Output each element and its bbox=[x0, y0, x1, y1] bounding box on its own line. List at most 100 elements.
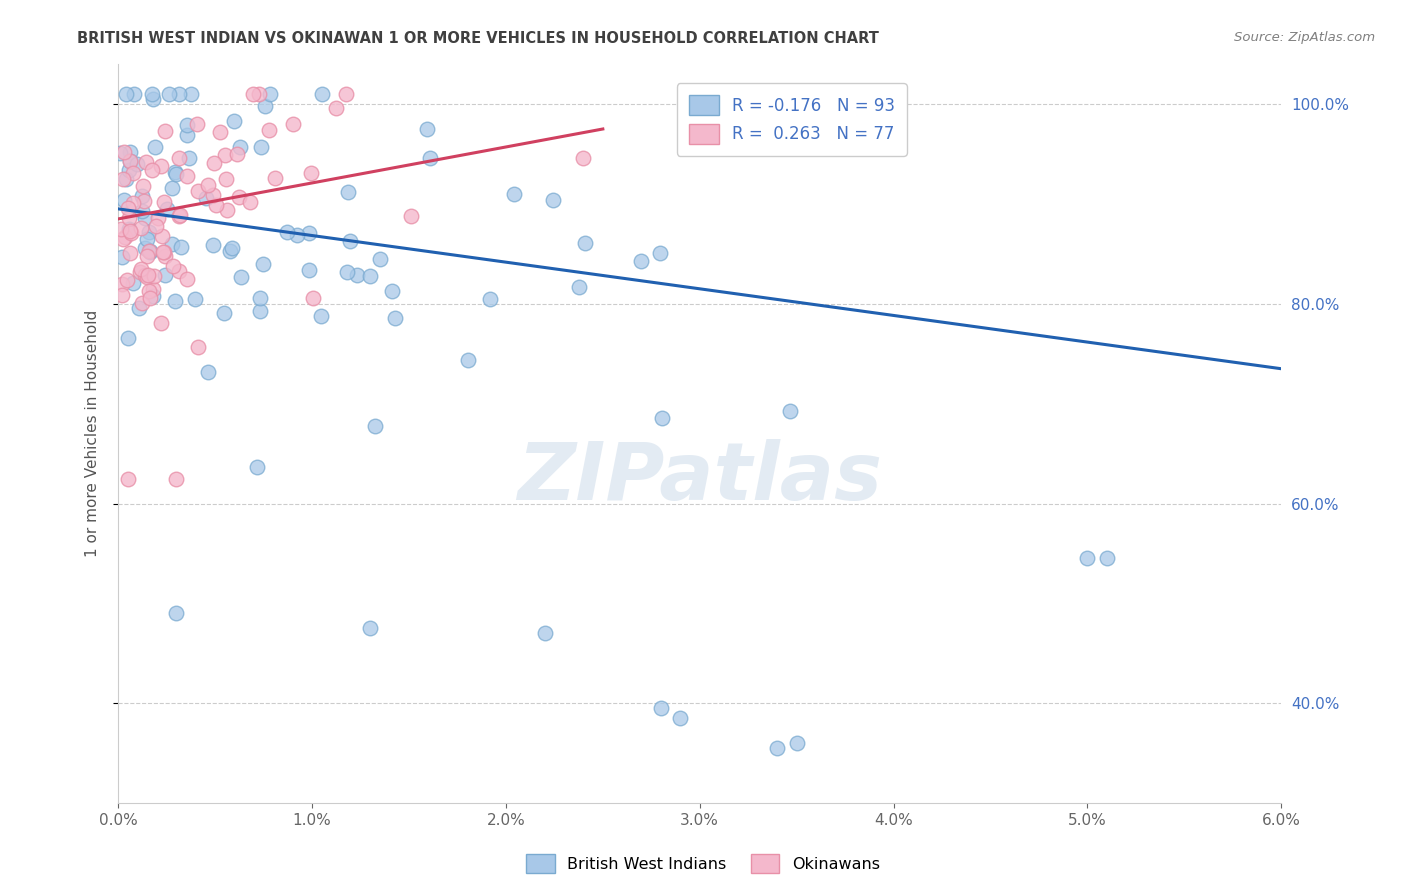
Point bbox=[202, 156, 225, 170]
Point bbox=[134, 268, 156, 283]
Point bbox=[247, 87, 270, 101]
Point bbox=[204, 198, 226, 212]
Point bbox=[142, 268, 165, 283]
Point bbox=[335, 87, 357, 101]
Point bbox=[136, 268, 159, 282]
Point bbox=[302, 291, 325, 305]
Point bbox=[183, 292, 205, 306]
Text: Source: ZipAtlas.com: Source: ZipAtlas.com bbox=[1234, 31, 1375, 45]
Text: ZIPatlas: ZIPatlas bbox=[517, 439, 882, 517]
Point bbox=[169, 239, 191, 253]
Point bbox=[117, 472, 139, 486]
Point bbox=[285, 228, 308, 243]
Point bbox=[177, 151, 200, 165]
Point bbox=[111, 288, 134, 302]
Point bbox=[325, 101, 347, 115]
Point bbox=[336, 185, 359, 199]
Point bbox=[141, 87, 163, 101]
Point bbox=[259, 122, 281, 136]
Point bbox=[229, 270, 252, 285]
Point bbox=[118, 211, 141, 225]
Point bbox=[134, 211, 156, 225]
Point bbox=[120, 226, 142, 240]
Point bbox=[127, 157, 149, 171]
Point bbox=[132, 178, 155, 193]
Point bbox=[136, 269, 159, 284]
Point bbox=[202, 188, 225, 202]
Point bbox=[254, 99, 277, 113]
Point bbox=[176, 169, 198, 183]
Point bbox=[167, 209, 190, 223]
Point bbox=[415, 121, 437, 136]
Legend: R = -0.176   N = 93, R =  0.263   N = 77: R = -0.176 N = 93, R = 0.263 N = 77 bbox=[676, 84, 907, 156]
Point bbox=[180, 87, 202, 101]
Point bbox=[141, 163, 163, 178]
Point bbox=[419, 151, 441, 165]
Point bbox=[153, 195, 176, 210]
Point bbox=[153, 249, 176, 263]
Point bbox=[131, 204, 153, 219]
Point bbox=[152, 244, 174, 259]
Point bbox=[186, 117, 208, 131]
Point bbox=[399, 209, 422, 223]
Point bbox=[162, 259, 184, 273]
Point bbox=[264, 171, 287, 186]
Point bbox=[114, 172, 136, 186]
Point bbox=[142, 282, 165, 296]
Point bbox=[138, 244, 160, 259]
Point bbox=[136, 249, 159, 263]
Point bbox=[298, 227, 321, 241]
Point bbox=[242, 87, 264, 101]
Point bbox=[121, 276, 143, 290]
Y-axis label: 1 or more Vehicles in Household: 1 or more Vehicles in Household bbox=[86, 310, 100, 558]
Point bbox=[630, 254, 652, 268]
Point bbox=[131, 296, 153, 310]
Point bbox=[110, 146, 132, 161]
Point bbox=[132, 194, 155, 209]
Point bbox=[457, 353, 479, 368]
Point bbox=[221, 241, 243, 255]
Point bbox=[215, 172, 238, 186]
Point bbox=[533, 626, 555, 640]
Point bbox=[276, 225, 298, 239]
Point bbox=[214, 148, 236, 162]
Point bbox=[124, 87, 146, 101]
Point bbox=[187, 340, 209, 354]
Point bbox=[169, 263, 191, 277]
Point bbox=[281, 117, 304, 131]
Point bbox=[128, 301, 150, 315]
Point bbox=[120, 145, 142, 160]
Point bbox=[479, 292, 502, 306]
Point bbox=[197, 178, 219, 193]
Point bbox=[225, 146, 247, 161]
Point bbox=[215, 202, 238, 217]
Point bbox=[153, 124, 176, 138]
Point bbox=[648, 245, 671, 260]
Point bbox=[384, 310, 406, 325]
Point bbox=[139, 244, 162, 259]
Point bbox=[165, 167, 187, 181]
Legend: British West Indians, Okinawans: British West Indians, Okinawans bbox=[519, 847, 887, 880]
Point bbox=[111, 232, 134, 246]
Point bbox=[201, 238, 224, 252]
Point bbox=[112, 145, 135, 160]
Point bbox=[142, 92, 165, 106]
Point bbox=[339, 235, 361, 249]
Point bbox=[118, 153, 141, 168]
Text: BRITISH WEST INDIAN VS OKINAWAN 1 OR MORE VEHICLES IN HOUSEHOLD CORRELATION CHAR: BRITISH WEST INDIAN VS OKINAWAN 1 OR MOR… bbox=[77, 31, 879, 46]
Point bbox=[249, 304, 271, 318]
Point bbox=[309, 310, 332, 324]
Point bbox=[381, 284, 404, 298]
Point bbox=[176, 128, 198, 143]
Point bbox=[142, 289, 165, 303]
Point bbox=[336, 265, 359, 279]
Point bbox=[169, 87, 191, 101]
Point bbox=[114, 230, 136, 244]
Point bbox=[363, 418, 385, 433]
Point bbox=[110, 251, 132, 265]
Point bbox=[112, 171, 135, 186]
Point bbox=[259, 87, 281, 101]
Point bbox=[163, 164, 186, 178]
Point bbox=[297, 263, 319, 277]
Point bbox=[131, 261, 153, 276]
